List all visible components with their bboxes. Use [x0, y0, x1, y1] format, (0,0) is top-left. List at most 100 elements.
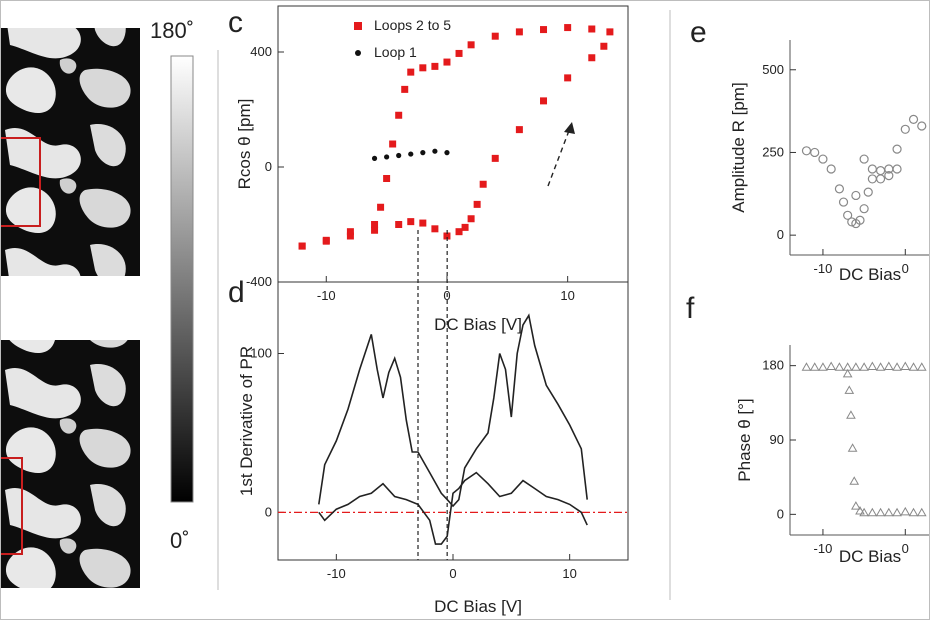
series-0 — [318, 313, 588, 508]
data-point — [606, 28, 614, 36]
dashed-arrow-shaft — [547, 127, 571, 187]
y-tick-label: 0 — [777, 506, 784, 521]
y-tick-label: 180 — [762, 358, 784, 373]
data-point — [843, 210, 853, 220]
legend-marker — [355, 50, 361, 56]
data-point — [892, 144, 902, 154]
data-point — [467, 215, 475, 223]
data-point — [851, 501, 861, 510]
panel-label-c: c — [228, 6, 243, 39]
roi-box-top — [0, 137, 41, 227]
panel-label-e: e — [690, 16, 707, 49]
data-point — [515, 126, 523, 134]
data-point — [846, 410, 856, 419]
x-tick-label: 0 — [449, 566, 456, 581]
y-axis-label: Phase θ [°] — [735, 398, 754, 481]
data-point — [479, 180, 487, 188]
x-axis-label: DC Bias [V] — [434, 597, 522, 616]
y-tick-label: 500 — [762, 62, 784, 77]
x-axis-label: DC Bias — [839, 265, 901, 284]
x-tick-label: -10 — [317, 288, 336, 303]
pfm-image-bottom — [0, 340, 140, 588]
panel-label-d: d — [228, 276, 245, 309]
data-point — [916, 507, 927, 517]
chart-e-amplitude: -10 0 0 250 500 DC Bias Amplitude R [pm] — [729, 40, 930, 284]
data-point — [419, 219, 427, 227]
data-point — [432, 148, 438, 154]
data-point — [401, 85, 409, 93]
data-point — [838, 197, 849, 207]
x-tick-label: 0 — [902, 261, 909, 276]
data-point — [847, 443, 858, 452]
data-point — [377, 203, 385, 211]
series-loops-2-to-5 — [298, 24, 614, 250]
x-tick-label: 0 — [902, 541, 909, 556]
x-tick-label: -10 — [327, 566, 346, 581]
data-point — [322, 237, 330, 245]
y-tick-label: -400 — [246, 274, 272, 289]
data-point — [371, 221, 379, 228]
data-point — [884, 164, 894, 174]
data-point — [588, 54, 596, 62]
pfm-image-top — [0, 28, 140, 276]
panel-label-f: f — [686, 292, 695, 325]
x-axis-label: DC Bias — [839, 547, 901, 566]
data-point — [408, 151, 414, 157]
data-point — [883, 507, 894, 517]
data-point — [540, 26, 548, 34]
data-point — [473, 200, 481, 208]
x-tick-label: -10 — [814, 261, 833, 276]
data-point — [371, 226, 379, 234]
data-point — [809, 362, 820, 371]
data-point — [875, 362, 886, 371]
data-point — [371, 155, 378, 161]
data-point — [855, 506, 865, 515]
data-point — [844, 385, 855, 394]
data-point — [908, 362, 919, 371]
data-point — [346, 232, 354, 240]
y-tick-label: 0 — [265, 159, 272, 174]
data-point — [419, 64, 427, 72]
data-point — [908, 507, 919, 517]
data-point — [883, 361, 894, 370]
phase-colorbar: 180˚ 0˚ — [150, 18, 194, 553]
data-point — [431, 62, 439, 70]
data-point — [384, 154, 390, 160]
data-point — [875, 507, 886, 517]
y-tick-label: 400 — [250, 44, 272, 59]
data-point — [867, 164, 877, 174]
y-axis-label: 1st Derivative of PR — [237, 346, 256, 496]
data-point — [908, 114, 919, 124]
data-point — [443, 58, 451, 66]
data-point — [389, 140, 397, 148]
data-point — [900, 506, 911, 516]
data-point — [859, 154, 869, 164]
y-axis-label: Rcos θ [pm] — [235, 99, 254, 190]
data-point — [407, 68, 415, 76]
data-point — [455, 228, 463, 236]
data-point — [810, 147, 820, 158]
data-point — [443, 232, 451, 240]
series-0 — [801, 361, 927, 371]
data-point — [851, 190, 861, 201]
y-tick-label: 90 — [770, 432, 784, 447]
data-point — [564, 74, 572, 82]
data-point — [515, 28, 523, 36]
data-point — [842, 368, 853, 378]
x-axis-label: DC Bias [V] — [434, 315, 522, 334]
x-tick-label: 10 — [560, 288, 574, 303]
data-point — [884, 171, 894, 181]
legend-entry: Loop 1 — [374, 44, 417, 60]
data-point — [849, 476, 860, 485]
data-point — [431, 225, 439, 233]
data-point — [892, 362, 902, 371]
series-1 — [318, 471, 588, 545]
data-point — [491, 32, 499, 40]
data-point — [407, 218, 415, 226]
x-tick-label: 10 — [562, 566, 576, 581]
dashed-arrow-head — [564, 122, 575, 134]
data-point — [834, 184, 845, 194]
data-point — [588, 25, 596, 33]
